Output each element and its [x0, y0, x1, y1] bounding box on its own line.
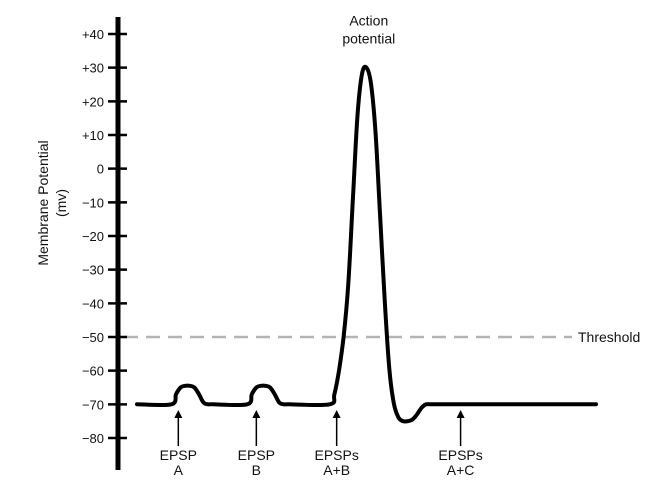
threshold-label: Threshold — [578, 329, 640, 345]
annotation-arrow-head — [252, 410, 261, 418]
annotation-label: A — [174, 462, 184, 478]
y-tick-label: −40 — [82, 296, 104, 311]
y-tick-label: −50 — [82, 330, 104, 345]
y-axis-label-line-1: Membrane Potential — [35, 140, 51, 265]
annotation-label: EPSPs — [314, 447, 358, 463]
y-tick-label: +30 — [82, 61, 104, 76]
y-tick-label: −60 — [82, 364, 104, 379]
y-tick-label: −10 — [82, 195, 104, 210]
y-tick-label: −30 — [82, 263, 104, 278]
y-tick-label: −70 — [82, 397, 104, 412]
membrane-potential-line — [135, 64, 598, 424]
annotation-label: Action — [349, 13, 388, 29]
annotation-arrow-head — [332, 410, 341, 418]
annotations: ActionpotentialEPSPAEPSPBEPSPsA+BEPSPsA+… — [160, 13, 483, 478]
annotation-arrow-head — [456, 410, 465, 418]
y-tick-label: +10 — [82, 128, 104, 143]
y-axis-label: Membrane Potential (mv) — [35, 140, 69, 265]
annotation-label: B — [252, 462, 261, 478]
threshold: Threshold — [124, 329, 640, 345]
y-axis-ticks: +40 +30 +20 +10 0 −10 −20 −30 −40 −50 −60 −70 −80 — [82, 27, 127, 446]
annotation-label: A+B — [323, 462, 350, 478]
annotation-label: A+C — [447, 462, 475, 478]
y-tick-label: +20 — [82, 94, 104, 109]
y-tick-label: +40 — [82, 27, 104, 42]
annotation-label: EPSPs — [438, 447, 482, 463]
annotation-arrow-head — [174, 410, 183, 418]
series — [135, 64, 598, 424]
annotation-label: EPSP — [160, 447, 197, 463]
annotation-label: EPSP — [238, 447, 275, 463]
annotation-label: potential — [342, 31, 395, 47]
y-tick-label: 0 — [97, 162, 104, 177]
y-tick-label: −80 — [82, 431, 104, 446]
y-tick-label: −20 — [82, 229, 104, 244]
y-axis-label-line-2: (mv) — [53, 189, 69, 217]
